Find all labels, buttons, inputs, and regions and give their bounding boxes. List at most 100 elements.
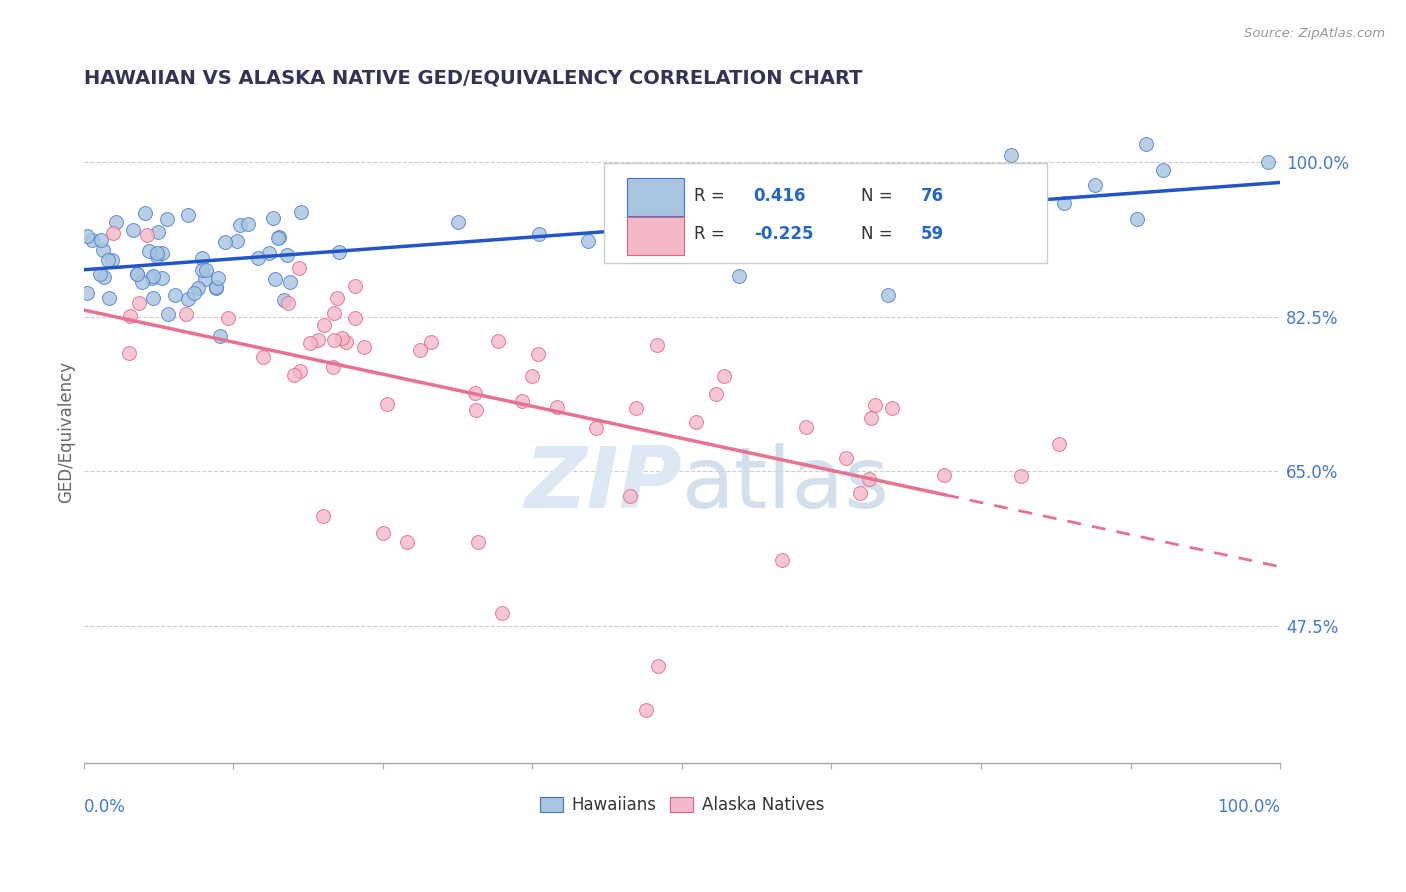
Point [267, 230, 290, 244]
Point [486, 334, 509, 348]
Point [76, 228, 98, 243]
Point [76, 285, 98, 300]
Text: -0.225: -0.225 [754, 226, 813, 244]
Point [101, 226, 124, 240]
Point [375, 396, 398, 410]
Point [190, 252, 212, 266]
Point [312, 318, 335, 333]
Point [105, 214, 128, 228]
Point [146, 249, 169, 263]
Point [142, 268, 165, 283]
Point [1053, 196, 1076, 211]
Point [1257, 155, 1279, 169]
Point [257, 246, 280, 260]
Point [127, 268, 149, 282]
Point [150, 271, 173, 285]
Point [465, 402, 488, 417]
Point [420, 334, 443, 349]
Point [207, 271, 229, 285]
Point [191, 262, 214, 277]
Point [187, 281, 209, 295]
Point [1000, 147, 1022, 161]
Point [526, 347, 548, 361]
Point [1125, 212, 1147, 227]
Point [585, 421, 607, 435]
Point [287, 261, 309, 276]
Point [713, 369, 735, 384]
Point [704, 387, 727, 401]
Point [335, 334, 357, 349]
Point [510, 393, 533, 408]
Point [183, 286, 205, 301]
Point [91, 243, 114, 257]
Point [209, 328, 232, 343]
Text: 100.0%: 100.0% [1218, 798, 1281, 816]
Point [125, 268, 148, 282]
Point [343, 278, 366, 293]
Point [307, 334, 329, 348]
Point [721, 231, 744, 245]
Point [464, 386, 486, 401]
Point [546, 401, 568, 415]
Point [849, 486, 872, 500]
Point [290, 204, 312, 219]
Legend: Hawaiians, Alaska Natives: Hawaiians, Alaska Natives [533, 789, 831, 822]
Point [247, 252, 270, 266]
Point [174, 307, 197, 321]
Point [865, 399, 887, 413]
Text: HAWAIIAN VS ALASKA NATIVE GED/EQUIVALENCY CORRELATION CHART: HAWAIIAN VS ALASKA NATIVE GED/EQUIVALENC… [83, 69, 862, 87]
Point [273, 293, 295, 308]
Text: R =: R = [693, 186, 724, 204]
Point [252, 350, 274, 364]
Point [353, 340, 375, 354]
Text: 0.416: 0.416 [754, 186, 806, 204]
Point [312, 508, 335, 523]
Point [835, 450, 858, 465]
Point [1152, 163, 1174, 178]
Point [141, 270, 163, 285]
Point [491, 606, 513, 620]
Text: N =: N = [862, 186, 893, 204]
Point [647, 659, 669, 673]
Point [889, 214, 911, 228]
Point [288, 364, 311, 378]
Point [238, 218, 260, 232]
Point [522, 369, 544, 384]
Point [90, 233, 112, 247]
Point [371, 526, 394, 541]
Point [136, 228, 159, 243]
Point [82, 233, 104, 247]
Point [703, 211, 725, 226]
FancyBboxPatch shape [627, 217, 685, 255]
FancyBboxPatch shape [605, 163, 1047, 262]
Point [146, 226, 169, 240]
Text: ZIP: ZIP [524, 443, 682, 526]
Point [624, 401, 647, 416]
Point [634, 703, 657, 717]
Point [214, 235, 236, 249]
Text: 59: 59 [921, 226, 945, 244]
Point [1084, 178, 1107, 192]
Point [146, 246, 169, 260]
Point [328, 244, 350, 259]
Text: Source: ZipAtlas.com: Source: ZipAtlas.com [1244, 27, 1385, 40]
Point [98, 291, 121, 305]
Point [882, 401, 904, 416]
Point [837, 237, 859, 252]
Point [794, 420, 817, 434]
Point [277, 295, 299, 310]
Point [155, 211, 177, 226]
Point [323, 306, 346, 320]
Point [131, 275, 153, 289]
Point [1010, 469, 1032, 483]
Point [278, 275, 301, 289]
Y-axis label: GED/Equivalency: GED/Equivalency [58, 360, 75, 503]
Point [932, 467, 955, 482]
Point [138, 244, 160, 258]
Point [858, 472, 880, 486]
Point [877, 288, 900, 302]
Point [665, 171, 688, 186]
Point [322, 359, 344, 374]
Text: 0.0%: 0.0% [83, 798, 125, 816]
Text: R =: R = [693, 226, 724, 244]
